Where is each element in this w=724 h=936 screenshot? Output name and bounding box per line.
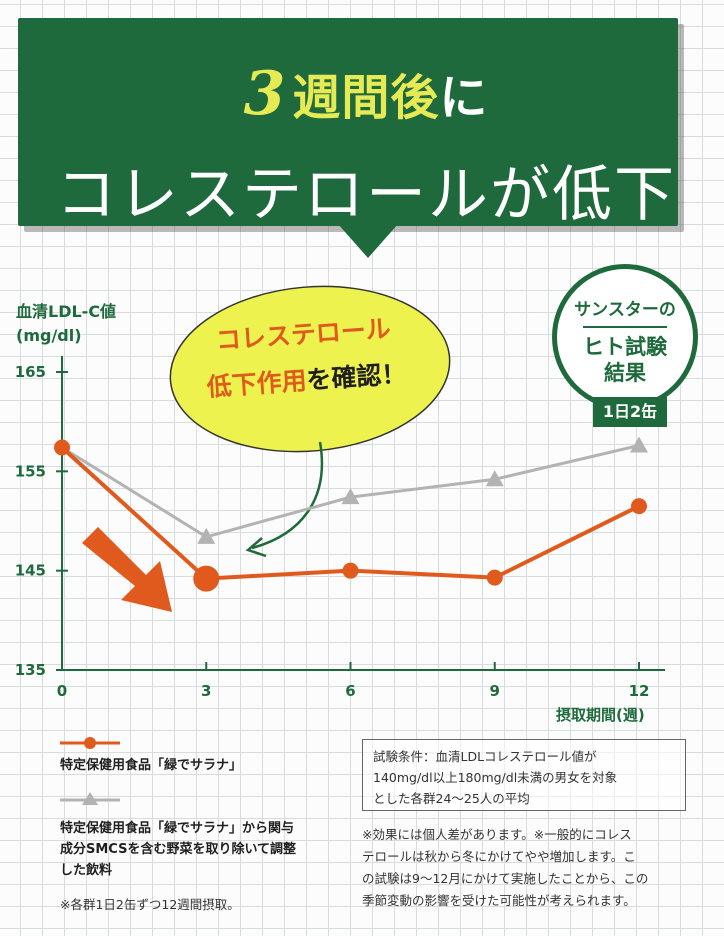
x-tick-label: 6 (345, 682, 355, 700)
headline-particle: に (439, 70, 489, 126)
y-tick-label: 135 (15, 661, 46, 679)
legend-markers (60, 737, 120, 805)
trend-down-arrow (82, 527, 172, 612)
headline-line1: 3 週間後に (18, 58, 714, 129)
x-axis-title: 摂取期間(週) (556, 706, 645, 724)
legend-series2-line3: した飲料 (60, 863, 113, 878)
series2-marker (197, 527, 216, 544)
callout-arrow (251, 441, 324, 550)
banner-pointer (338, 224, 398, 258)
badge-dose-chip: 1日2缶 (593, 397, 667, 427)
legend-series2-marker (82, 792, 98, 805)
badge-line1: サンスターの (574, 300, 676, 320)
headline-weeks-text: 週間後 (292, 70, 440, 126)
test-conditions-box: 試験条件：血清LDLコレステロール値が 140mg/dl以上180mg/dl未満… (362, 739, 686, 811)
headline-banner: 3 週間後に コレステロールが低下 (18, 18, 678, 230)
disclaimer-line2: テロールは秋から冬にかけてやや増加します。こ (362, 849, 636, 864)
legend-series2-label: 特定保健用食品「緑でサラナ」から関与 成分SMCSを含む野菜を取り除いて調整 し… (60, 818, 296, 881)
disclaimer-line1: ※効果には個人差があります。※一般的にコレス (362, 827, 632, 842)
legend-series2-line2: 成分SMCSを含む野菜を取り除いて調整 (60, 842, 297, 857)
series1-marker (342, 562, 359, 579)
headline-line2: コレステロールが低下 (56, 160, 676, 230)
y-axis-title-line2: (mg/dl) (16, 326, 82, 345)
conditions-line1: 試験条件：血清LDLコレステロール値が (373, 749, 597, 764)
y-axis-title-line1: 血清LDL-C値 (16, 302, 117, 321)
y-axis-title: 血清LDL-C値 (mg/dl) (16, 300, 116, 348)
y-tick-label: 165 (15, 363, 46, 381)
callout-highlight: 低下作用 (205, 365, 308, 402)
conditions-line2: 140mg/dl以上180mg/dl未満の男女を対象 (373, 770, 618, 785)
legend-series2-line1: 特定保健用食品「緑でサラナ」から関与 (60, 821, 295, 836)
disclaimer-line3: の試験は9〜12月にかけて実施したことから、この (362, 871, 649, 886)
legend-series1-label: 特定保健用食品「緑でサラナ」 (60, 758, 243, 773)
x-tick-label: 12 (629, 682, 650, 700)
intake-note: ※各群1日2缶ずつ12週間摂取。 (60, 897, 240, 912)
badge-line3: 結果 (604, 361, 646, 385)
callout-arrow-head (245, 537, 267, 558)
y-tick-label: 145 (15, 562, 46, 580)
disclaimer: ※効果には個人差があります。※一般的にコレス テロールは秋から冬にかけてやや増加… (362, 824, 686, 912)
study-badge: サンスターの ヒト試験 結果 1日2缶 (552, 264, 698, 427)
x-tick-label: 9 (490, 682, 500, 700)
badge-divider (583, 326, 667, 328)
x-tick-label: 0 (57, 682, 67, 700)
headline-number: 3 (243, 59, 287, 129)
series1-marker (486, 569, 503, 586)
series2-marker (630, 436, 648, 453)
series1-marker (54, 439, 70, 456)
series2-marker (341, 488, 360, 505)
legend-series1-marker (84, 737, 96, 749)
series2-marker (485, 470, 504, 487)
callout-bubble (169, 285, 451, 453)
conditions-line3: とした各群24〜25人の平均 (373, 791, 530, 806)
series1-marker (193, 565, 220, 592)
callout-text: コレステロール 低下作用を確認！ (167, 303, 443, 414)
series1-marker (631, 498, 647, 515)
callout-rest: を確認！ (305, 359, 408, 395)
disclaimer-line4: 季節変動の影響を受けた可能性が考えられます。 (362, 893, 636, 908)
badge-line2: ヒト試験 (583, 335, 667, 359)
x-tick-label: 3 (201, 682, 211, 700)
y-tick-label: 155 (15, 462, 46, 480)
